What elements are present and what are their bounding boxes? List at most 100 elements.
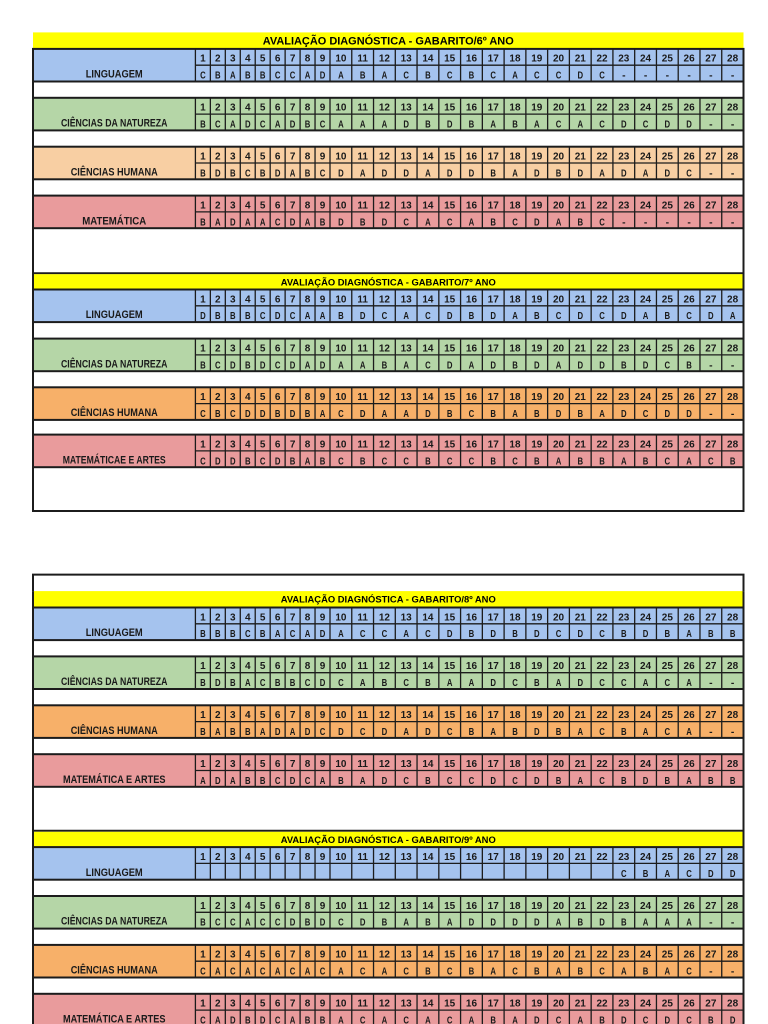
svg-text:4: 4 [245, 200, 251, 211]
svg-text:15: 15 [444, 661, 456, 672]
svg-text:3: 3 [230, 294, 236, 305]
svg-text:A: A [338, 629, 344, 640]
svg-text:C: C [320, 967, 326, 978]
svg-text:A: A [215, 1016, 221, 1024]
svg-text:C: C [556, 629, 562, 640]
svg-text:B: B [577, 409, 583, 420]
svg-text:-: - [644, 217, 648, 228]
svg-text:B: B [469, 120, 475, 131]
svg-text:A: A [643, 311, 649, 322]
svg-text:D: D [275, 727, 281, 738]
svg-text:7: 7 [290, 661, 296, 672]
svg-text:3: 3 [230, 343, 236, 354]
svg-text:4: 4 [245, 612, 251, 623]
svg-text:A: A [686, 727, 692, 738]
svg-text:AVALIAÇÃO DIAGNÓSTICA - GABARI: AVALIAÇÃO DIAGNÓSTICA - GABARITO/7º ANO [281, 277, 496, 289]
svg-text:D: D [447, 120, 453, 131]
svg-text:D: D [621, 311, 627, 322]
svg-text:12: 12 [379, 999, 391, 1010]
svg-text:B: B [382, 918, 388, 929]
svg-text:22: 22 [596, 54, 608, 65]
svg-text:24: 24 [640, 103, 652, 114]
svg-text:21: 21 [575, 612, 587, 623]
svg-text:1: 1 [200, 661, 206, 672]
svg-text:A: A [230, 71, 236, 82]
svg-text:B: B [490, 168, 496, 179]
svg-text:14: 14 [422, 54, 434, 65]
svg-text:D: D [621, 409, 627, 420]
svg-text:C: C [338, 456, 344, 467]
svg-text:D: D [577, 629, 583, 640]
svg-text:C: C [599, 967, 605, 978]
svg-text:B: B [290, 678, 296, 689]
svg-text:21: 21 [575, 661, 587, 672]
svg-text:15: 15 [444, 999, 456, 1010]
svg-text:24: 24 [640, 343, 652, 354]
svg-text:16: 16 [466, 392, 478, 403]
svg-text:MATEMÁTICAE E ARTES: MATEMÁTICAE E ARTES [63, 453, 166, 466]
svg-text:C: C [200, 456, 206, 467]
svg-text:B: B [245, 727, 251, 738]
svg-text:C: C [260, 918, 266, 929]
svg-text:5: 5 [260, 152, 266, 163]
svg-text:21: 21 [575, 852, 587, 863]
svg-text:18: 18 [509, 612, 521, 623]
svg-text:12: 12 [379, 439, 391, 450]
svg-text:C: C [556, 120, 562, 131]
svg-text:7: 7 [290, 759, 296, 770]
svg-text:D: D [447, 311, 453, 322]
svg-text:2: 2 [215, 200, 221, 211]
svg-text:C: C [382, 456, 388, 467]
svg-text:10: 10 [335, 950, 347, 961]
svg-text:C: C [599, 217, 605, 228]
svg-text:D: D [534, 629, 540, 640]
svg-text:19: 19 [531, 392, 543, 403]
svg-text:20: 20 [553, 200, 565, 211]
svg-text:MATEMÁTICA E ARTES: MATEMÁTICA E ARTES [63, 1013, 166, 1024]
svg-text:-: - [709, 217, 713, 228]
svg-text:B: B [425, 678, 431, 689]
svg-text:7: 7 [290, 901, 296, 912]
svg-text:D: D [577, 678, 583, 689]
svg-text:17: 17 [488, 200, 500, 211]
svg-text:C: C [360, 1016, 366, 1024]
svg-text:C: C [275, 360, 281, 371]
svg-text:B: B [621, 629, 627, 640]
svg-text:25: 25 [662, 392, 674, 403]
svg-text:19: 19 [531, 103, 543, 114]
svg-text:B: B [621, 727, 627, 738]
svg-text:3: 3 [230, 950, 236, 961]
svg-text:19: 19 [531, 950, 543, 961]
svg-text:A: A [599, 409, 605, 420]
svg-text:5: 5 [260, 852, 266, 863]
svg-text:17: 17 [488, 901, 500, 912]
svg-text:1: 1 [200, 294, 206, 305]
svg-text:22: 22 [596, 901, 608, 912]
svg-text:C: C [425, 311, 431, 322]
svg-text:8: 8 [305, 901, 311, 912]
svg-text:B: B [425, 967, 431, 978]
svg-text:21: 21 [575, 710, 587, 721]
svg-text:D: D [534, 918, 540, 929]
svg-text:5: 5 [260, 759, 266, 770]
svg-text:11: 11 [357, 852, 368, 863]
svg-text:C: C [360, 727, 366, 738]
svg-text:7: 7 [290, 200, 296, 211]
svg-text:19: 19 [531, 200, 543, 211]
svg-text:C: C [425, 360, 431, 371]
svg-text:10: 10 [335, 710, 347, 721]
svg-text:-: - [622, 71, 626, 82]
svg-text:6: 6 [275, 152, 281, 163]
svg-text:18: 18 [509, 392, 521, 403]
svg-text:8: 8 [305, 103, 311, 114]
svg-text:B: B [260, 776, 266, 787]
svg-text:22: 22 [596, 343, 608, 354]
svg-text:27: 27 [705, 54, 717, 65]
svg-text:A: A [245, 918, 251, 929]
svg-text:C: C [215, 120, 221, 131]
svg-text:13: 13 [401, 999, 413, 1010]
svg-text:A: A [621, 456, 627, 467]
svg-text:21: 21 [575, 999, 587, 1010]
svg-text:C: C [512, 776, 518, 787]
svg-text:19: 19 [531, 343, 543, 354]
